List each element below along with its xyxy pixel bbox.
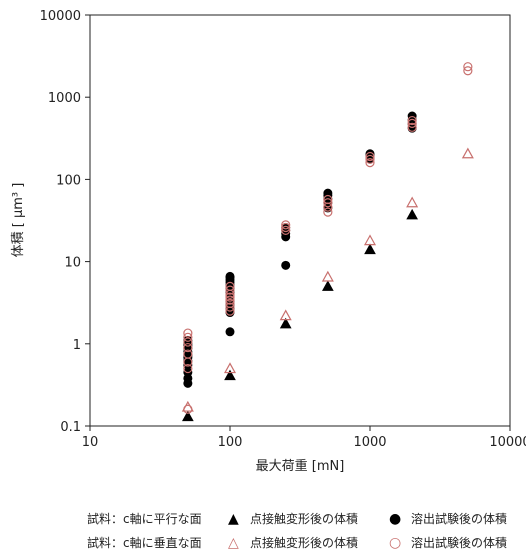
data-point (363, 234, 377, 246)
legend-group-label: 試料：c軸に平行な面 (87, 512, 202, 526)
y-tick-label: 0.1 (60, 420, 81, 435)
data-point (463, 66, 473, 76)
data-point (183, 332, 193, 342)
data-point (322, 280, 334, 291)
data-point (225, 281, 235, 291)
data-point (406, 196, 419, 208)
data-point (182, 410, 194, 422)
data-point (365, 151, 375, 162)
legend-triangle-label: 点接触変形後の体積 (250, 512, 359, 526)
data-point (183, 342, 193, 353)
data-point (323, 198, 333, 208)
y-tick-label: 100 (56, 173, 81, 188)
y-tick-label: 10000 (40, 9, 81, 24)
data-point (281, 222, 291, 233)
data-point (225, 298, 235, 309)
legend-row-parallel: 試料：c軸に平行な面 ▲ 点接触変形後の体積 ● 溶出試験後の体積 (0, 510, 526, 528)
data-point (183, 404, 193, 414)
x-tick-label: 10 (82, 435, 99, 450)
legend-circle-label: 溶出試験後の体積 (411, 512, 508, 526)
legend-row-perpendicular: 試料：c軸に垂直な面 △ 点接触変形後の体積 ○ 溶出試験後の体積 (0, 534, 526, 552)
data-point (323, 194, 333, 205)
filled-triangle-icon: ▲ (228, 511, 239, 527)
data-point (323, 207, 333, 217)
data-point (407, 115, 417, 126)
data-point (281, 225, 291, 235)
data-point (461, 147, 474, 159)
y-tick-label: 1000 (48, 91, 81, 106)
data-point (183, 363, 193, 374)
data-point (225, 302, 235, 312)
filled-circle-icon: ● (389, 511, 402, 527)
x-tick-label: 1000 (353, 435, 386, 450)
data-point (279, 317, 292, 329)
data-point (225, 292, 235, 302)
legend-triangle-label: 点接触変形後の体積 (250, 536, 359, 550)
data-point (183, 349, 193, 359)
data-point (183, 328, 193, 338)
data-point (463, 62, 473, 72)
plot-area (89, 14, 511, 427)
data-point (225, 327, 235, 337)
data-point (364, 243, 376, 255)
data-point (365, 154, 375, 165)
data-points (181, 62, 474, 422)
data-point (321, 270, 334, 282)
open-triangle-icon: △ (228, 535, 239, 551)
axis-ticks: 10 100 1000 10000 0.1 1 10 100 1000 10000 (40, 9, 526, 450)
legend-group-label: 試料：c軸に垂直な面 (87, 536, 202, 550)
data-point (225, 285, 235, 295)
data-point (323, 188, 333, 198)
data-point (225, 271, 235, 281)
x-tick-label: 100 (218, 435, 243, 450)
x-axis-title: 最大荷重 [mN] (256, 458, 345, 474)
data-point (183, 337, 193, 347)
data-point (225, 295, 235, 305)
x-tick-label: 10000 (489, 435, 526, 450)
data-point (407, 118, 417, 129)
data-point (406, 208, 418, 220)
y-tick-label: 1 (73, 338, 81, 353)
y-axis-title: 体積 [ μm³ ] (11, 183, 26, 258)
data-point (407, 122, 417, 132)
data-point (279, 309, 292, 321)
y-tick-label: 10 (64, 256, 81, 271)
data-point (281, 260, 291, 270)
data-point (224, 369, 236, 381)
open-circle-icon: ○ (389, 535, 402, 551)
data-point (223, 362, 237, 374)
legend-circle-label: 溶出試験後の体積 (411, 536, 508, 550)
data-point (365, 158, 375, 168)
data-point (281, 220, 291, 230)
